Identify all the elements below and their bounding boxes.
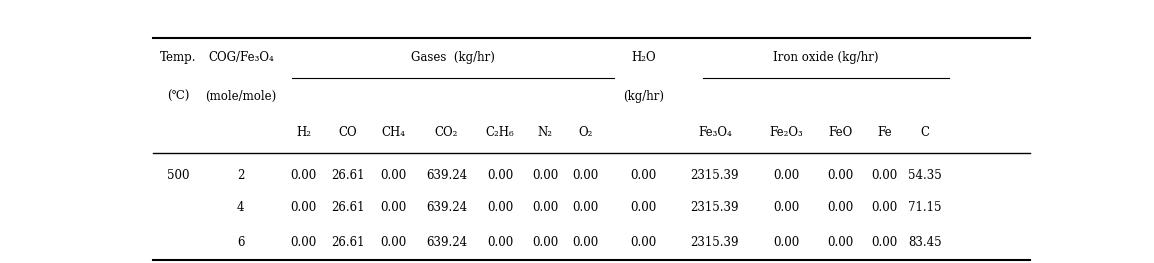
Text: 0.00: 0.00: [871, 236, 898, 249]
Text: C₂H₆: C₂H₆: [486, 126, 515, 139]
Text: Temp.: Temp.: [160, 51, 196, 64]
Text: 2315.39: 2315.39: [690, 236, 739, 249]
Text: 639.24: 639.24: [426, 201, 467, 214]
Text: 6: 6: [237, 236, 245, 249]
Text: 0.00: 0.00: [380, 201, 406, 214]
Text: COG/Fe₃O₄: COG/Fe₃O₄: [208, 51, 273, 64]
Text: C: C: [921, 126, 929, 139]
Text: H₂O: H₂O: [631, 51, 655, 64]
Text: 0.00: 0.00: [487, 201, 514, 214]
Text: 639.24: 639.24: [426, 169, 467, 182]
Text: 0.00: 0.00: [291, 236, 316, 249]
Text: (kg/hr): (kg/hr): [623, 90, 664, 103]
Text: 2315.39: 2315.39: [690, 201, 739, 214]
Text: 0.00: 0.00: [630, 201, 657, 214]
Text: Fe: Fe: [877, 126, 892, 139]
Text: 0.00: 0.00: [827, 169, 853, 182]
Text: 0.00: 0.00: [773, 201, 800, 214]
Text: 639.24: 639.24: [426, 236, 467, 249]
Text: 0.00: 0.00: [773, 169, 800, 182]
Text: 500: 500: [167, 169, 189, 182]
Text: 0.00: 0.00: [380, 169, 406, 182]
Text: N₂: N₂: [538, 126, 553, 139]
Text: 0.00: 0.00: [532, 169, 559, 182]
Text: 0.00: 0.00: [773, 236, 800, 249]
Text: 0.00: 0.00: [487, 169, 514, 182]
Text: Fe₃O₄: Fe₃O₄: [698, 126, 732, 139]
Text: 54.35: 54.35: [908, 169, 942, 182]
Text: 0.00: 0.00: [871, 201, 898, 214]
Text: 0.00: 0.00: [291, 201, 316, 214]
Text: CO₂: CO₂: [435, 126, 458, 139]
Text: 71.15: 71.15: [908, 201, 942, 214]
Text: (℃): (℃): [167, 90, 189, 103]
Text: 0.00: 0.00: [827, 236, 853, 249]
Text: 0.00: 0.00: [572, 201, 598, 214]
Text: 26.61: 26.61: [331, 201, 365, 214]
Text: 4: 4: [237, 201, 245, 214]
Text: 0.00: 0.00: [827, 201, 853, 214]
Text: Fe₂O₃: Fe₂O₃: [770, 126, 803, 139]
Text: 0.00: 0.00: [630, 169, 657, 182]
Text: 26.61: 26.61: [331, 169, 365, 182]
Text: 2315.39: 2315.39: [690, 169, 739, 182]
Text: 2: 2: [238, 169, 245, 182]
Text: Gases  (kg/hr): Gases (kg/hr): [411, 51, 495, 64]
Text: Iron oxide (kg/hr): Iron oxide (kg/hr): [773, 51, 879, 64]
Text: (mole/mole): (mole/mole): [205, 90, 277, 103]
Text: 0.00: 0.00: [572, 169, 598, 182]
Text: 26.61: 26.61: [331, 236, 365, 249]
Text: 0.00: 0.00: [532, 201, 559, 214]
Text: 83.45: 83.45: [908, 236, 942, 249]
Text: 0.00: 0.00: [871, 169, 898, 182]
Text: CO: CO: [339, 126, 358, 139]
Text: 0.00: 0.00: [380, 236, 406, 249]
Text: 0.00: 0.00: [291, 169, 316, 182]
Text: O₂: O₂: [578, 126, 592, 139]
Text: 0.00: 0.00: [487, 236, 514, 249]
Text: CH₄: CH₄: [381, 126, 405, 139]
Text: 0.00: 0.00: [572, 236, 598, 249]
Text: H₂: H₂: [295, 126, 310, 139]
Text: 0.00: 0.00: [532, 236, 559, 249]
Text: FeO: FeO: [827, 126, 852, 139]
Text: 0.00: 0.00: [630, 236, 657, 249]
